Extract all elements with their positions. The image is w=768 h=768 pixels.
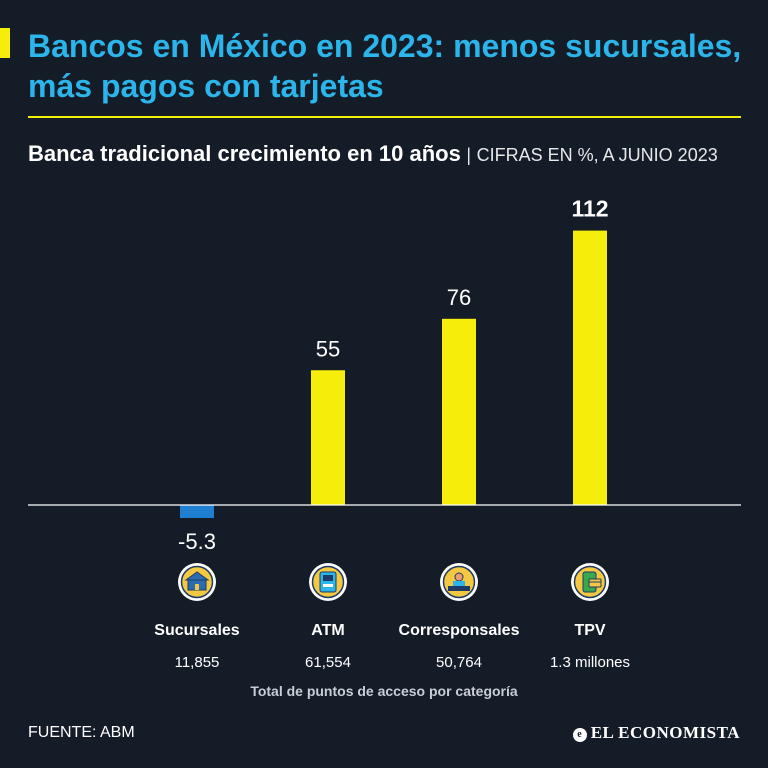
category-label-sucursales: Sucursales xyxy=(154,622,239,639)
bar-tpv xyxy=(573,230,607,505)
bar-chart: -5.3 55 76 112 Sucursales 11,855 ATM 61,554 Cor… xyxy=(28,196,741,671)
bank-building-icon xyxy=(178,563,216,601)
access-points-corresponsales: 50,764 xyxy=(436,654,482,671)
access-points-sucursales: 11,855 xyxy=(175,654,220,671)
subtitle-bold: Banca tradicional crecimiento en 10 años xyxy=(28,141,461,166)
brand-mark-icon: e xyxy=(572,728,587,742)
brand-logo: e EL ECONOMISTA xyxy=(572,723,740,743)
source-note: FUENTE: ABM xyxy=(28,724,135,741)
value-label-atm: 55 xyxy=(316,336,340,361)
category-label-atm: ATM xyxy=(311,622,344,639)
category-label-tpv: TPV xyxy=(574,622,605,639)
value-labels-group: -5.3 55 76 112 xyxy=(178,196,609,554)
page-title: Bancos en México en 2023: menos sucursal… xyxy=(28,28,742,104)
card-payment-icon xyxy=(571,563,609,601)
chart-footnote: Total de puntos de acceso por categoría xyxy=(250,683,518,699)
title-divider xyxy=(28,116,741,118)
category-labels-group: Sucursales 11,855 ATM 61,554 Corresponsales 5… xyxy=(154,622,630,671)
category-label-corresponsales: Corresponsales xyxy=(399,622,520,639)
title-accent-block xyxy=(0,28,10,58)
bars-group xyxy=(180,230,607,518)
bar-atm xyxy=(311,370,345,505)
value-label-corresponsales: 76 xyxy=(447,285,471,310)
access-points-atm: 61,554 xyxy=(305,654,351,671)
value-label-sucursales: -5.3 xyxy=(178,529,216,554)
chart-subtitle: Banca tradicional crecimiento en 10 años… xyxy=(28,138,740,171)
value-label-tpv: 112 xyxy=(571,196,608,222)
teller-desk-icon xyxy=(440,563,478,601)
atm-machine-icon xyxy=(309,563,347,601)
subtitle-separator: | xyxy=(466,145,472,165)
subtitle-units: CIFRAS EN %, A JUNIO 2023 xyxy=(476,145,718,165)
bar-corresponsales xyxy=(442,318,476,505)
category-icons-group xyxy=(178,563,609,601)
access-points-tpv: 1.3 millones xyxy=(550,654,630,671)
bar-sucursales xyxy=(180,505,214,518)
brand-name: EL ECONOMISTA xyxy=(590,723,740,742)
